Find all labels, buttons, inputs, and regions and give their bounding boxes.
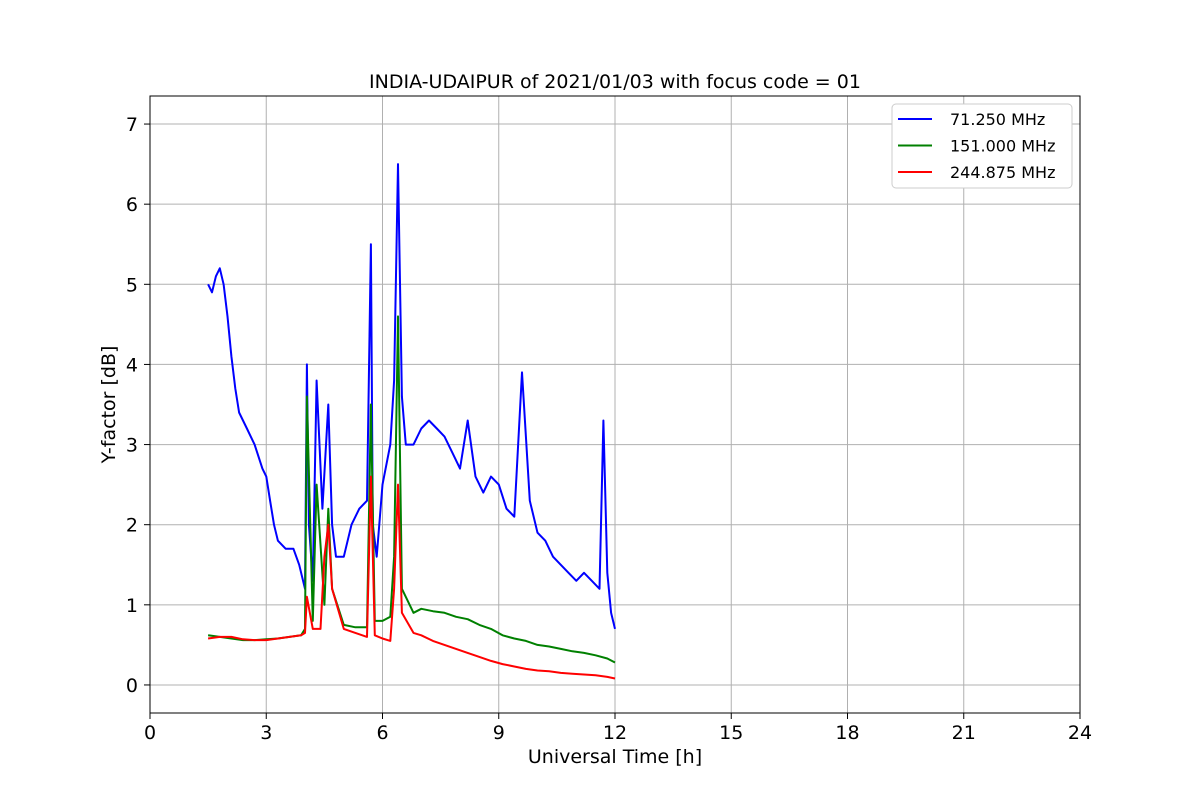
y-axis-label: Y-factor [dB] [98,346,120,465]
y-tick-label: 7 [126,114,138,136]
x-axis-label: Universal Time [h] [528,746,702,768]
series-layer [207,163,616,680]
x-tick-label: 12 [603,722,627,744]
y-tick-label: 6 [126,194,138,216]
x-tick-label: 6 [376,722,388,744]
legend-label: 244.875 MHz [950,163,1055,182]
x-tick-label: 18 [835,722,859,744]
y-tick-label: 0 [126,675,138,697]
x-tick-label: 3 [260,722,272,744]
series-line-1 [207,163,616,630]
y-tick-label: 2 [126,515,138,537]
x-tick-label: 24 [1068,722,1092,744]
y-tick-label: 5 [126,274,138,296]
chart-title: INDIA-UDAIPUR of 2021/01/03 with focus c… [369,71,861,93]
legend-label: 71.250 MHz [950,110,1045,129]
x-tick-label: 15 [719,722,743,744]
legend-label: 151.000 MHz [950,137,1055,156]
legend-box [891,103,1073,189]
x-tick-label: 0 [144,722,156,744]
legend: 71.250 MHz 151.000 MHz 244.875 MHz [891,103,1073,189]
x-tick-label: 21 [952,722,976,744]
y-tick-label: 4 [126,354,138,376]
x-tick-label: 9 [493,722,505,744]
series-line-3 [207,475,616,680]
y-tick-label: 3 [126,435,138,457]
y-tick-label: 1 [126,595,138,617]
